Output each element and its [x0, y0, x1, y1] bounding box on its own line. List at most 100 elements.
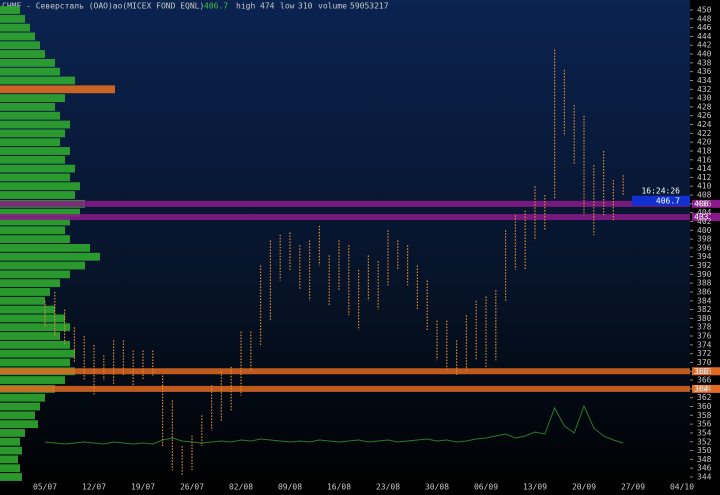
profile-bar [0, 103, 55, 111]
header: CHMF - Северсталь (ОАО)ао(MICEX FOND EQN… [2, 2, 389, 11]
y-tick-label: 432 [697, 85, 712, 94]
profile-bar [0, 252, 100, 261]
y-tick-label: 378 [697, 323, 712, 332]
profile-bar [0, 429, 25, 437]
y-tick-label: 392 [697, 261, 712, 270]
profile-bar [0, 393, 45, 402]
y-tick-label: 364 [697, 384, 712, 393]
y-tick-label: 390 [697, 270, 712, 279]
x-tick-label: 13/09 [523, 483, 547, 492]
y-tick-label: 348 [697, 455, 712, 464]
level-tag [692, 213, 720, 222]
profile-bar [0, 244, 90, 252]
x-tick-label: 02/08 [229, 483, 253, 492]
x-tick-label: 26/07 [180, 483, 204, 492]
profile-bar [0, 402, 40, 411]
profile-bar [0, 6, 20, 14]
profile-bar [0, 226, 65, 235]
profile-bar [0, 120, 70, 129]
y-tick-label: 426 [697, 111, 712, 120]
chart-title: CHMF - Северсталь (ОАО)ао(MICEX FOND EQN… [2, 2, 204, 11]
y-tick-label: 396 [697, 243, 712, 252]
y-tick-label: 428 [697, 102, 712, 111]
x-tick-label: 30/08 [425, 483, 449, 492]
profile-bar [0, 270, 70, 279]
profile-bar [0, 111, 60, 120]
level-label: 368 [694, 367, 709, 376]
x-tick-label: 05/07 [33, 483, 57, 492]
profile-bar [0, 164, 75, 173]
profile-bar [0, 173, 70, 182]
low-label: low [280, 2, 295, 11]
level-label: 364 [694, 384, 709, 393]
volume-area [44, 404, 624, 445]
y-tick-label: 382 [697, 305, 712, 314]
last-price-box [632, 195, 690, 206]
profile-bar [0, 296, 45, 305]
profile-bar [0, 50, 45, 58]
profile-bar [0, 446, 22, 455]
profile-bar [0, 76, 75, 85]
y-tick-label: 408 [697, 191, 712, 200]
y-tick-label: 400 [697, 226, 712, 235]
y-tick-label: 362 [697, 393, 712, 402]
profile-bar [0, 147, 70, 155]
level-band [0, 385, 690, 392]
y-tick-label: 354 [697, 428, 712, 437]
y-tick-label: 352 [697, 437, 712, 446]
y-tick-label: 404 [697, 208, 712, 217]
x-tick-label: 27/09 [621, 483, 645, 492]
volume-label: volume [318, 2, 347, 11]
profile-bar [0, 314, 65, 323]
x-tick-label: 19/07 [131, 483, 155, 492]
y-tick-label: 440 [697, 50, 712, 59]
profile-bar [0, 208, 80, 217]
high-label: high [236, 2, 255, 11]
profile-bar [0, 464, 20, 473]
y-tick-label: 358 [697, 411, 712, 420]
level-tag [692, 199, 720, 208]
profile-bar [0, 358, 70, 367]
y-tick-label: 418 [697, 146, 712, 155]
y-tick-label: 422 [697, 129, 712, 138]
y-tick-label: 420 [697, 138, 712, 147]
x-tick-label: 20/09 [572, 483, 596, 492]
y-tick-label: 438 [697, 58, 712, 67]
x-tick-label: 16/08 [327, 483, 351, 492]
profile-bar [0, 376, 65, 384]
y-tick-label: 446 [697, 23, 712, 32]
x-tick-label: 04/10 [670, 483, 694, 492]
y-tick-label: 398 [697, 235, 712, 244]
y-tick-label: 450 [697, 6, 712, 15]
profile-bar [0, 411, 35, 420]
y-tick-label: 370 [697, 358, 712, 367]
profile-bar [0, 279, 60, 288]
y-tick-label: 414 [697, 164, 712, 173]
profile-bar [0, 261, 85, 270]
low-value: 310 [298, 2, 313, 11]
profile-bar [0, 340, 70, 349]
y-tick-label: 416 [697, 155, 712, 164]
y-tick-label: 372 [697, 349, 712, 358]
profile-bar [0, 437, 20, 446]
last-price-label: 406.7 [656, 196, 680, 205]
x-tick-label: 06/09 [474, 483, 498, 492]
level-band [0, 200, 690, 207]
last-price: 406.7 [204, 2, 228, 11]
y-tick-label: 386 [697, 287, 712, 296]
profile-bar [0, 138, 60, 147]
y-tick-label: 412 [697, 173, 712, 182]
y-tick-label: 402 [697, 217, 712, 226]
profile-bar [0, 323, 70, 332]
profile-bar [0, 455, 18, 464]
profile-bar [0, 67, 60, 76]
price-axis-bg [690, 0, 720, 478]
y-tick-label: 356 [697, 420, 712, 429]
y-tick-label: 394 [697, 252, 712, 261]
y-tick-label: 380 [697, 314, 712, 323]
y-tick-label: 410 [697, 182, 712, 191]
y-tick-label: 360 [697, 402, 712, 411]
y-tick-label: 344 [697, 473, 712, 482]
profile-bar [0, 23, 30, 32]
date-axis-bg [0, 478, 720, 495]
